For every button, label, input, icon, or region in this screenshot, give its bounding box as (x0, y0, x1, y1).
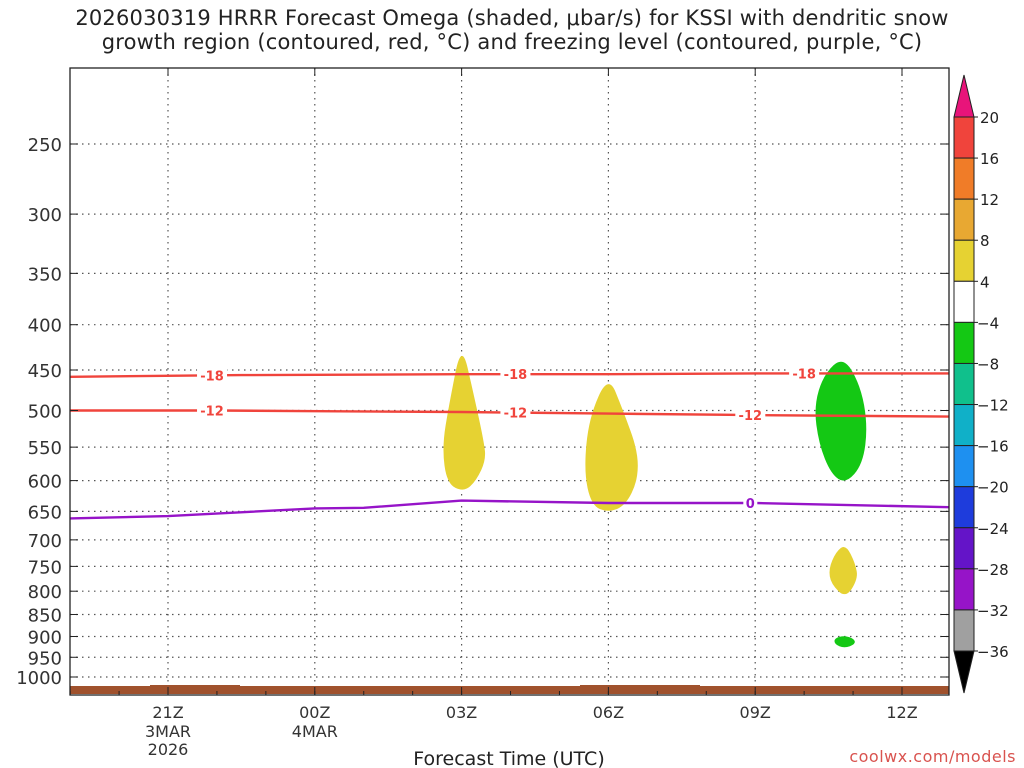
contour-label-bg (735, 407, 766, 424)
contour-lines: -18 -18 -18 -12 -12 -12 0 (70, 365, 949, 520)
x-tick-label: 03Z (446, 703, 477, 722)
colorbar-bin (953, 362, 975, 406)
y-tick-label: 700 (28, 531, 62, 552)
colorbar-tick-label: 12 (980, 191, 999, 209)
y-tick-label: 350 (28, 264, 62, 285)
colorbar-tick-label: −20 (977, 479, 1009, 497)
y-tick-label: 550 (28, 438, 62, 459)
colorbar-bin (953, 609, 975, 652)
x-tick-label: 06Z (593, 703, 624, 722)
omega-region (585, 384, 638, 511)
y-tick-label: 750 (28, 557, 62, 578)
colorbar-bin (953, 321, 975, 364)
y-tick-label: 650 (28, 502, 62, 523)
colorbar-bin (953, 568, 975, 611)
x-tick-sublabel: 3MAR (145, 722, 191, 741)
omega-region (815, 361, 867, 481)
contour-label-bg (500, 366, 531, 383)
omega-shaded-regions (443, 355, 867, 648)
colorbar-tick-label: −12 (977, 397, 1009, 415)
y-tick-label: 300 (28, 205, 62, 226)
contour-line (70, 499, 949, 520)
colorbar-bin (953, 527, 975, 570)
colorbar-tick-label: −32 (977, 602, 1009, 620)
colorbar-tick-label: −24 (977, 520, 1009, 538)
y-tick-label: 1000 (16, 668, 62, 689)
colorbar-bin (953, 445, 975, 488)
y-tick-label: 900 (28, 627, 62, 648)
contour-label-bg (789, 365, 820, 382)
colorbar-tick-label: 4 (980, 273, 990, 291)
contour-label: -12 (200, 405, 224, 420)
contour-label: -18 (200, 369, 224, 384)
terrain-fill (70, 685, 949, 694)
contour-label: -12 (739, 409, 763, 424)
colorbar-tick-label: 20 (980, 109, 999, 127)
x-tick-sublabel: 4MAR (292, 722, 338, 741)
omega-region (834, 636, 855, 648)
chart-title-line2: growth region (contoured, red, °C) and f… (101, 30, 923, 54)
x-axis-label: Forecast Time (UTC) (413, 748, 604, 768)
x-tick-label: 09Z (740, 703, 771, 722)
y-tick-label: 250 (28, 135, 62, 156)
colorbar-bin (953, 404, 975, 447)
colorbar-tick-label: 8 (980, 232, 990, 250)
site-credit: coolwx.com/models (849, 747, 1016, 766)
omega-region (443, 355, 486, 490)
colorbar-bin (953, 486, 975, 529)
y-tick-label: 500 (28, 402, 62, 423)
contour-label-bg (500, 404, 531, 421)
colorbar-bin (953, 116, 975, 159)
colorbar: 20 16 12 8 4 −4 −8 −12 −16 −20 −24 −28 −32 −36 (953, 74, 1009, 694)
colorbar-over-triangle (953, 74, 975, 118)
contour-label-bg (197, 402, 228, 419)
y-tick-label: 950 (28, 648, 62, 669)
terrain-band (70, 685, 949, 694)
y-tick-label: 400 (28, 316, 62, 337)
colorbar-bin (953, 280, 975, 323)
chart-title-line1: 2026030319 HRRR Forecast Omega (shaded, … (75, 6, 949, 30)
colorbar-tick-label: −36 (977, 643, 1009, 661)
chart-title: 2026030319 HRRR Forecast Omega (shaded, … (0, 6, 1024, 54)
plot-frame (69, 67, 950, 696)
colorbar-tick-label: −8 (977, 355, 999, 373)
colorbar-bin (953, 239, 975, 282)
x-tick-sublabel: 2026 (148, 740, 189, 759)
contour-label-bg (197, 367, 228, 384)
y-tick-label: 600 (28, 472, 62, 493)
contour-label-bg (743, 495, 758, 512)
y-axis: 2503003504004505005506006507007508008509… (16, 135, 949, 689)
y-tick-label: 800 (28, 582, 62, 603)
colorbar-tick-label: −4 (977, 314, 999, 332)
x-tick-label: 00Z (299, 703, 330, 722)
colorbar-under-triangle (953, 650, 975, 694)
omega-region (829, 546, 857, 595)
x-tick-label: 21Z (152, 703, 183, 722)
y-tick-label: 450 (28, 361, 62, 382)
colorbar-tick-label: 16 (980, 150, 999, 168)
contour-label: -18 (792, 367, 816, 382)
contour-label: -18 (504, 368, 528, 383)
y-tick-label: 850 (28, 606, 62, 627)
colorbar-bin (953, 198, 975, 241)
x-tick-label: 12Z (886, 703, 917, 722)
colorbar-bin (953, 157, 975, 200)
contour-label: -12 (504, 407, 528, 422)
colorbar-tick-label: −28 (977, 561, 1009, 579)
colorbar-tick-label: −16 (977, 438, 1009, 456)
contour-label: 0 (746, 497, 755, 512)
